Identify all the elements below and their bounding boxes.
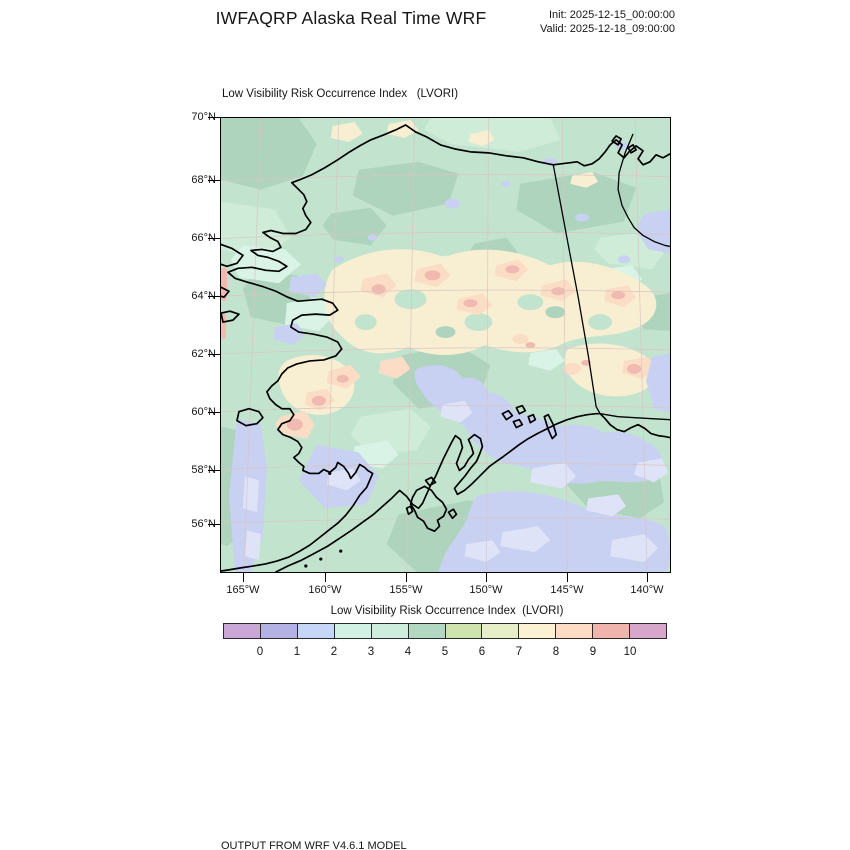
- colorbar-tick-0: 0: [256, 646, 264, 658]
- colorbar-tick-6: 6: [478, 646, 486, 658]
- colorbar-segment-9: [555, 624, 593, 638]
- lat-label-68°N: 68°N: [191, 174, 216, 186]
- lat-tick-58°N: [208, 469, 220, 471]
- lon-label-140°W: 140°W: [630, 584, 664, 596]
- map-graticule: [221, 118, 670, 572]
- colorbar-segment-1: [259, 624, 297, 638]
- page-title: IWFAQRP Alaska Real Time WRF: [215, 8, 487, 28]
- colorbar: [223, 623, 667, 639]
- colorbar-tick-1: 1: [293, 646, 301, 658]
- lvori-map-canvas: [221, 118, 670, 572]
- lon-label-145°W: 145°W: [550, 584, 584, 596]
- colorbar-tick-5: 5: [441, 646, 449, 658]
- map-green-holes: [354, 289, 613, 332]
- footer-line1: OUTPUT FROM WRF V4.6.1 MODEL: [221, 840, 407, 850]
- lat-label-62°N: 62°N: [191, 348, 216, 360]
- border-lines: [552, 133, 670, 421]
- map-salmon-patches: [221, 265, 642, 431]
- lon-label-155°W: 155°W: [389, 584, 423, 596]
- colorbar-segment-11: [629, 624, 667, 638]
- colorbar-segment-4: [370, 624, 408, 638]
- lvori-map: [220, 117, 671, 573]
- alaska-coastline: [221, 124, 670, 572]
- lat-tick-70°N: [208, 116, 220, 118]
- lat-label-70°N: 70°N: [191, 111, 216, 123]
- valid-timestamp: Valid: 2025-12-18_09:00:00: [540, 22, 675, 35]
- lon-label-160°W: 160°W: [308, 584, 342, 596]
- map-lightgreen-patches: [221, 118, 667, 455]
- colorbar-segment-10: [592, 624, 630, 638]
- colorbar-segment-0: [224, 624, 260, 638]
- lat-label-56°N: 56°N: [191, 518, 216, 530]
- colorbar-tick-10: 10: [623, 646, 637, 658]
- lat-tick-56°N: [208, 523, 220, 525]
- colorbar-segment-7: [481, 624, 519, 638]
- lon-tick-150°W: [485, 573, 487, 582]
- lat-tick-68°N: [208, 179, 220, 181]
- colorbar-tick-9: 9: [589, 646, 597, 658]
- lat-tick-66°N: [208, 237, 220, 239]
- lon-tick-155°W: [405, 573, 407, 582]
- colorbar-tick-2: 2: [330, 646, 338, 658]
- lon-tick-145°W: [566, 573, 568, 582]
- lat-label-64°N: 64°N: [191, 290, 216, 302]
- colorbar-tick-4: 4: [404, 646, 412, 658]
- lon-label-150°W: 150°W: [469, 584, 503, 596]
- lat-tick-64°N: [208, 295, 220, 297]
- colorbar-tick-3: 3: [367, 646, 375, 658]
- lon-tick-160°W: [324, 573, 326, 582]
- colorbar-segment-8: [518, 624, 556, 638]
- init-timestamp: Init: 2025-12-15_00:00:00: [549, 9, 675, 21]
- colorbar-segment-6: [444, 624, 482, 638]
- lat-label-60°N: 60°N: [191, 406, 216, 418]
- lat-tick-60°N: [208, 411, 220, 413]
- lon-tick-140°W: [646, 573, 648, 582]
- map-title: Low Visibility Risk Occurrence Index (LV…: [222, 88, 459, 100]
- lat-label-66°N: 66°N: [191, 232, 216, 244]
- lat-tick-62°N: [208, 353, 220, 355]
- colorbar-segment-5: [407, 624, 445, 638]
- lat-label-58°N: 58°N: [191, 464, 216, 476]
- colorbar-segment-3: [333, 624, 371, 638]
- map-sage-holes: [435, 306, 566, 339]
- lon-label-165°W: 165°W: [226, 584, 260, 596]
- model-timestamps: Init: 2025-12-15_00:00:00 Valid: 2025-12…: [540, 9, 675, 36]
- colorbar-segment-2: [296, 624, 334, 638]
- lon-tick-165°W: [242, 573, 244, 582]
- model-info-footer: OUTPUT FROM WRF V4.6.1 MODEL WE = 225 ; …: [221, 813, 654, 850]
- colorbar-tick-8: 8: [552, 646, 560, 658]
- colorbar-tick-7: 7: [515, 646, 523, 658]
- colorbar-label: Low Visibility Risk Occurrence Index (LV…: [330, 605, 564, 617]
- colorbar-ticks: 0 1 2 3 4 5 6 7 8 9 10: [223, 646, 667, 660]
